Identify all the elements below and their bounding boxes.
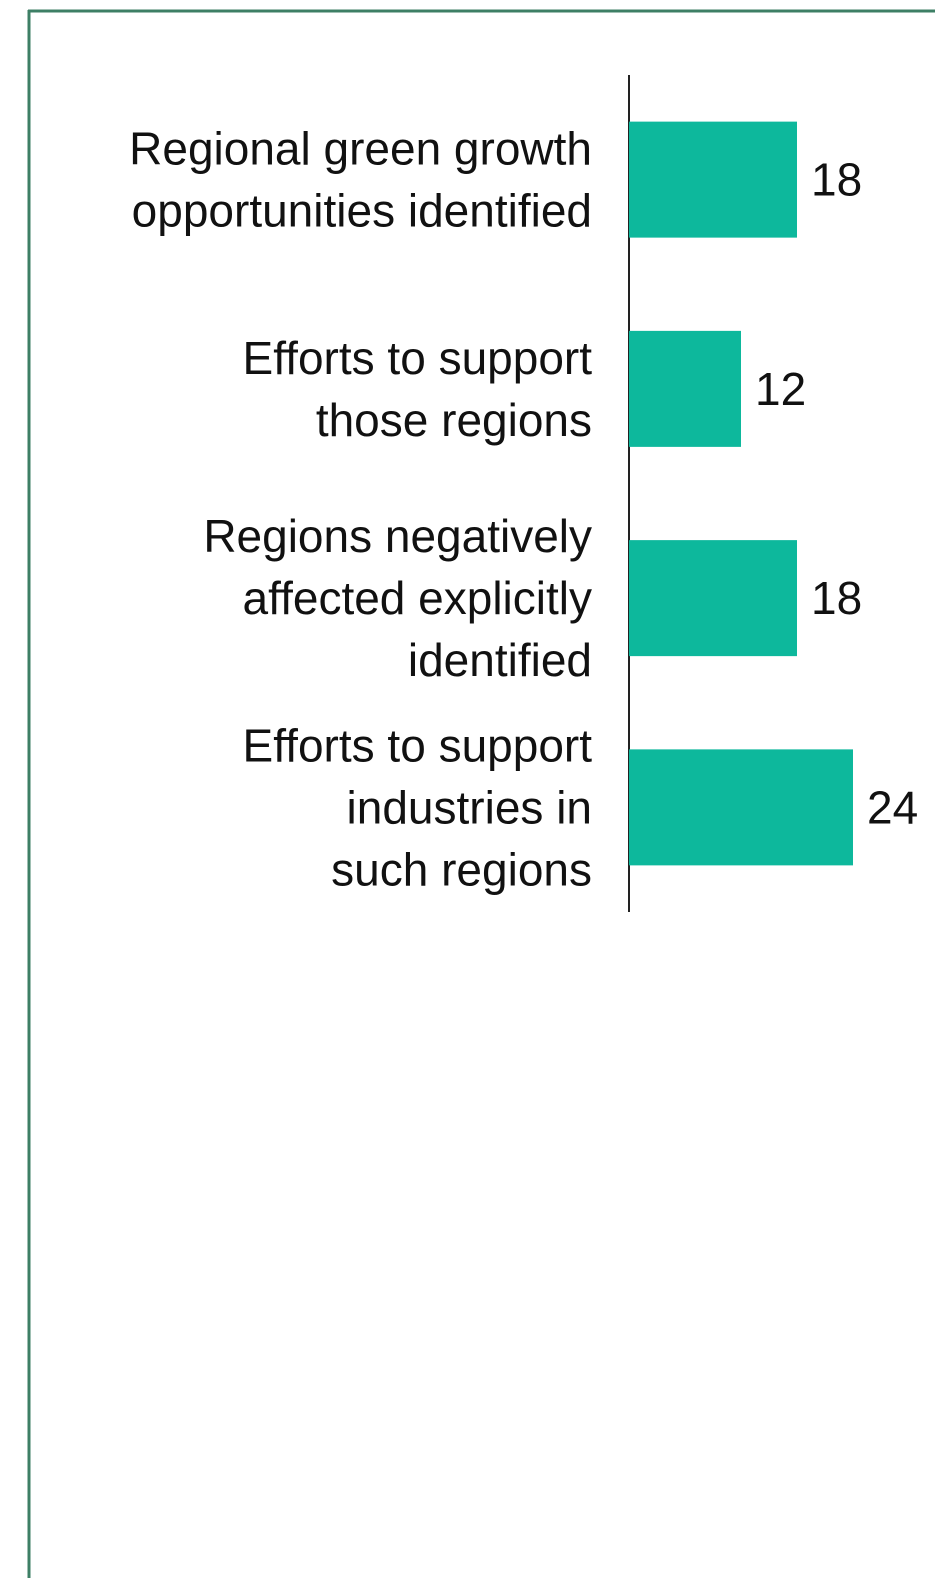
bar (629, 121, 797, 238)
bar (629, 330, 741, 447)
category-label: Efforts to support industries in such regi… (243, 719, 593, 895)
category-label: Efforts to support those regions (243, 332, 593, 446)
value-label: 18 (811, 154, 862, 206)
category-label: Regional green growth opportunities ident… (129, 123, 592, 237)
value-label: 18 (811, 572, 862, 624)
value-label: 24 (867, 781, 918, 833)
category-label: Regions negatively affected explicitly ide… (203, 510, 592, 686)
value-label: 12 (755, 363, 806, 415)
bar (629, 749, 853, 866)
bar (629, 540, 797, 657)
